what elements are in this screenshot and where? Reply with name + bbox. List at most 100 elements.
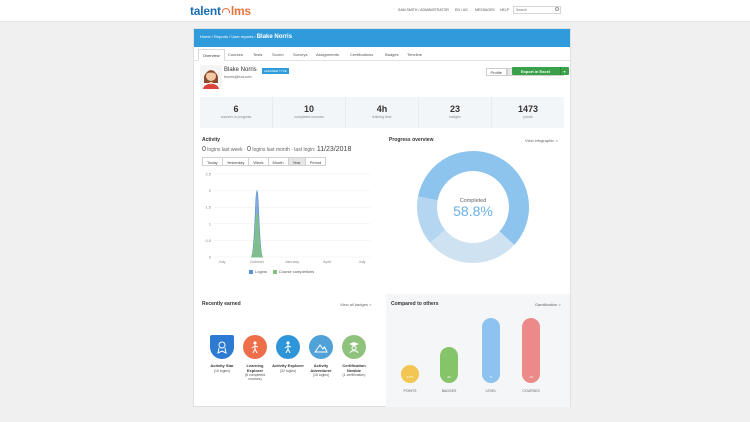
x-tick-label: July [218,259,225,264]
learner-type-badge: LEARNER TYPE [262,68,289,74]
stat-points: 1473 points [492,97,564,128]
x-tick-label: January [285,259,299,264]
messages-link[interactable]: MESSAGES [475,8,495,12]
stat-training-time: 4h training time [346,97,419,128]
view-infographic-link[interactable]: View infographic > [525,138,558,143]
y-tick-label: 2 [209,188,212,193]
tab-badges[interactable]: Badges [385,52,399,57]
tab-surveys[interactable]: Surveys [293,52,308,57]
logo-text: talent [190,4,221,18]
legend-logins-swatch [249,269,253,274]
stat-value: 4h [376,104,388,114]
badge-sub: (8 completed courses) [244,373,266,382]
badge-sub: (16 logins) [312,373,330,378]
period-week-button[interactable]: Week [248,157,269,166]
compare-bar-value: 23 [447,375,451,379]
y-tick-label: 0.5 [205,238,211,243]
tab-scorm[interactable]: Scorm [272,52,284,57]
user-name: Blake Norris [224,67,257,73]
search-input[interactable] [513,6,561,14]
help-link[interactable]: HELP [500,8,510,12]
legend-completions: Course completions [272,269,315,274]
period-year-button[interactable]: Year [287,157,306,166]
export-excel-button[interactable]: Export in Excel ▾ [512,67,569,75]
donut-slice-completed [417,151,529,245]
badge-sub: (32 logins) [279,368,297,373]
profile-view-button[interactable]: Profile [485,68,507,76]
y-tick-label: 2.5 [205,172,211,177]
donut-slice-in-progress [417,196,446,243]
donut-center-value: 58.8% [453,203,493,219]
period-month-button[interactable]: Month [267,157,289,166]
stats-strip: 6 courses in progress 10 completed courses… [200,97,564,128]
tab-assignments[interactable]: Assignments [316,52,339,57]
compare-bar-value: 10 [529,375,533,379]
report-tabs: Overview Courses Tests Scorm Surveys Ass… [194,49,570,76]
compare-bar-level: 5 [482,318,500,383]
tab-overview[interactable]: Overview [198,49,225,61]
compare-bar-label: POINTS [403,389,417,393]
badge-certification-newbie[interactable]: Certification Newbie (1 certification) [338,335,370,377]
mountain-icon [309,335,333,359]
stat-label: training time [372,115,392,119]
stat-courses-in-progress: 6 courses in progress [200,97,273,128]
stat-badges: 23 badges [419,97,492,128]
explorer-icon [276,335,300,359]
breadcrumb-path[interactable]: Home / Reports / User reports / [200,34,257,39]
user-menu[interactable]: SAM SMITH / ADMINISTRATOR [398,8,449,12]
legend-label: Logins [255,269,267,274]
badge-name: Learning Explorer [246,363,264,373]
logo-arc-icon [221,8,230,13]
gamification-link[interactable]: Gamification > [535,302,561,307]
stat-label: completed courses [294,115,324,119]
top-bar: talent lms SAM SMITH / ADMINISTRATOR EN /… [0,0,750,22]
y-tick-label: 1.5 [205,205,211,210]
badge-sub: (1 certification) [342,373,366,378]
graduate-icon [342,335,366,359]
badge-activity-explorer[interactable]: Activity Explorer (32 logins) [272,335,304,373]
export-dropdown-icon[interactable]: ▾ [560,67,568,75]
badge-name: Activity Star [210,363,234,368]
activity-summary: 0 logins last week · 0 logins last month… [202,146,351,153]
search-icon[interactable] [555,7,559,11]
compare-bar-label: COURSES [522,389,540,393]
tab-tests[interactable]: Tests [253,52,263,57]
period-yesterday-button[interactable]: Yesterday [221,157,250,166]
period-period-button[interactable]: Period [304,157,327,166]
compare-bar-value: 1473 [406,375,414,379]
activity-chart: 0 0.5 1 1.5 2 2.5 July October January April July [205,172,370,264]
badge-name: Activity Adventurer [310,363,332,373]
tab-timeline[interactable]: Timeline [407,52,422,57]
stat-value: 23 [449,104,460,114]
compare-bar-courses: 10 [522,318,540,383]
stat-value: 10 [303,104,314,114]
legend-logins: Logins [249,269,267,274]
badge-activity-star[interactable]: Activity Star (16 logins) [206,335,238,373]
app-logo[interactable]: talent lms [190,4,251,18]
stat-completed-courses: 10 completed courses [273,97,346,128]
language-menu[interactable]: EN / US [455,8,468,12]
logins-month-text: logins last month · last login: [250,147,317,153]
legend-completions-swatch [272,269,277,274]
period-today-button[interactable]: Today [202,157,223,166]
tab-certifications[interactable]: Certifications [350,52,374,57]
progress-title: Progress overview [389,137,434,143]
compare-bar-value: 5 [490,375,492,379]
stat-label: courses in progress [220,115,252,119]
x-tick-label: October [250,259,265,264]
chart-legend: Logins Course completions [249,269,314,274]
breadcrumb-current: Blake Norris [256,34,293,40]
x-tick-label: July [358,259,365,264]
page-header: Home / Reports / User reports / Blake No… [194,29,570,47]
view-all-badges-link[interactable]: View all badges > [340,302,372,307]
tab-courses[interactable]: Courses [228,52,243,57]
x-tick-label: April [323,259,331,264]
compared-title: Compared to others [391,301,439,307]
badge-name: Activity Explorer [272,363,304,368]
legend-label: Course completions [278,269,315,274]
stat-value: 6 [233,104,239,114]
recent-title: Recently earned [202,301,241,307]
badge-learning-explorer[interactable]: Learning Explorer (8 completed courses) [239,335,271,382]
compare-bar-points: 1473 [401,365,419,383]
badge-activity-adventurer[interactable]: Activity Adventurer (16 logins) [305,335,337,377]
